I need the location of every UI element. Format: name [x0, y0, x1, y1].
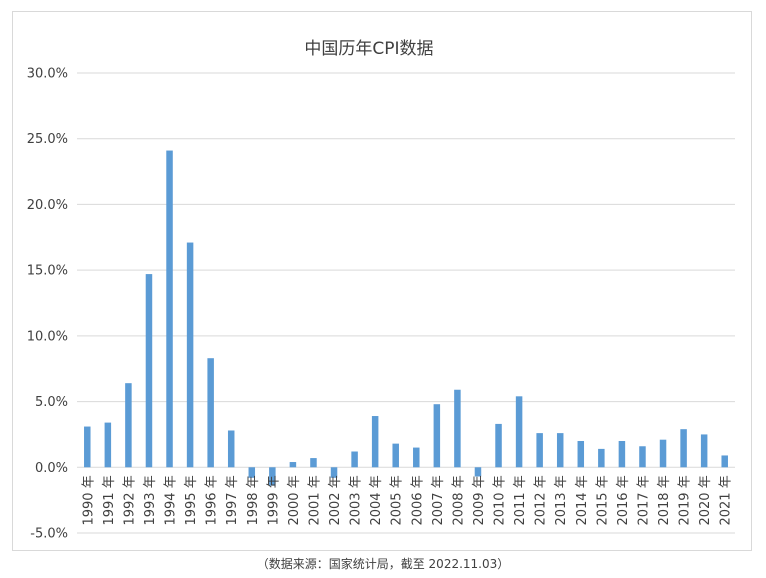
- x-tick-label: 2020 年: [698, 475, 713, 525]
- x-tick-label: 2013 年: [554, 475, 569, 525]
- bar: [454, 389, 461, 468]
- bar: [474, 467, 482, 477]
- x-tick-label: 1991 年: [102, 475, 117, 525]
- bar: [659, 439, 667, 468]
- x-tick-label: 2000 年: [287, 475, 302, 525]
- bar: [433, 404, 441, 468]
- x-tick-label: 2001 年: [307, 475, 322, 525]
- bar: [351, 451, 358, 468]
- bar: [577, 441, 585, 468]
- bar: [104, 422, 112, 468]
- bar: [392, 443, 399, 468]
- y-tick-label: 15.0%: [27, 264, 68, 279]
- bar: [598, 448, 605, 468]
- x-tick-label: 2021 年: [719, 475, 734, 525]
- bar: [227, 430, 235, 468]
- x-tick-label: 2004 年: [369, 475, 384, 525]
- bar: [639, 446, 646, 468]
- bar: [680, 429, 687, 468]
- x-tick-label: 2003 年: [349, 475, 364, 525]
- x-tick-label: 1990 年: [81, 475, 96, 525]
- x-tick-label: 2009 年: [472, 475, 487, 525]
- x-tick-label: 2019 年: [678, 475, 693, 525]
- y-axis-tick-labels: 30.0% 25.0% 20.0% 15.0% 10.0% 5.0% 0.0% -5.0%: [27, 67, 68, 542]
- x-tick-label: 1997 年: [225, 475, 240, 525]
- bar: [618, 441, 626, 468]
- x-tick-label: 2012 年: [534, 475, 549, 525]
- bar: [536, 433, 543, 468]
- bar: [700, 434, 708, 468]
- x-tick-label: 1992 年: [122, 475, 137, 525]
- bar: [84, 426, 91, 468]
- x-tick-label: 1994 年: [164, 475, 179, 525]
- y-tick-label: -5.0%: [30, 527, 68, 542]
- bar: [166, 150, 173, 468]
- x-tick-label: 2014 年: [575, 475, 590, 525]
- x-tick-label: 2016 年: [616, 475, 631, 525]
- bar: [186, 242, 194, 468]
- x-tick-label: 2017 年: [636, 475, 651, 525]
- x-tick-label: 2005 年: [390, 475, 405, 525]
- x-tick-label: 2011 年: [513, 475, 528, 525]
- chart-frame: 中国历年CPI数据 30.0% 25.0% 20.0% 15.0% 10.0% 5.0% 0…: [12, 11, 752, 551]
- y-tick-label: 30.0%: [27, 67, 68, 82]
- bar: [310, 458, 317, 468]
- source-note: （数据来源：国家统计局，截至 2022.11.03）: [256, 557, 510, 571]
- bar: [515, 396, 523, 468]
- bar: [413, 447, 420, 468]
- x-tick-label: 2002 年: [328, 475, 343, 525]
- gridlines: [77, 72, 735, 534]
- x-tick-label: 1995 年: [184, 475, 199, 525]
- x-tick-label: 2015 年: [595, 475, 610, 525]
- bar-chart-plot: 30.0% 25.0% 20.0% 15.0% 10.0% 5.0% 0.0% -5.0% 1…: [27, 67, 735, 542]
- x-axis-tick-labels: 1990 年 1991 年 1992 年 1993 年 1994 年 1995 年 1996…: [81, 475, 733, 525]
- bar: [556, 433, 564, 468]
- y-tick-label: 25.0%: [27, 132, 68, 147]
- bar: [248, 467, 256, 478]
- bar: [330, 467, 338, 478]
- y-tick-label: 0.0%: [35, 461, 68, 476]
- x-tick-label: 2007 年: [431, 475, 446, 525]
- x-tick-label: 2006 年: [410, 475, 425, 525]
- x-tick-label: 2018 年: [657, 475, 672, 525]
- bar: [145, 274, 153, 468]
- y-tick-label: 20.0%: [27, 198, 68, 213]
- bar: [289, 462, 297, 468]
- x-tick-label: 2010 年: [493, 475, 508, 525]
- y-tick-label: 10.0%: [27, 329, 68, 344]
- x-tick-label: 2008 年: [451, 475, 466, 525]
- bar: [371, 416, 379, 468]
- y-tick-label: 5.0%: [35, 395, 68, 410]
- bar: [207, 358, 214, 468]
- x-tick-label: 1993 年: [143, 475, 158, 525]
- x-tick-label: 1998 年: [246, 475, 261, 525]
- bar: [125, 383, 132, 468]
- x-tick-label: 1996 年: [205, 475, 220, 525]
- bar: [721, 455, 728, 468]
- bar: [269, 467, 276, 486]
- x-tick-label: 1999 年: [266, 475, 281, 525]
- bar: [495, 423, 502, 468]
- bars: [84, 150, 728, 486]
- chart-title: 中国历年CPI数据: [304, 39, 434, 59]
